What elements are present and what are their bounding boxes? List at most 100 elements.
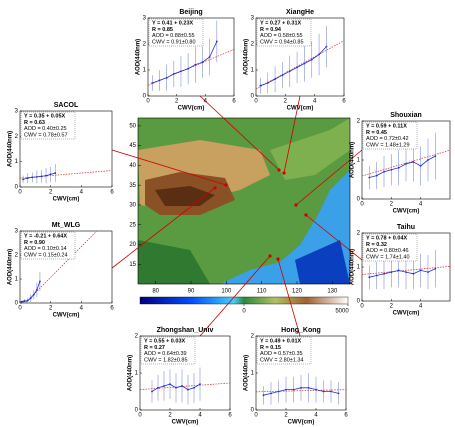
data-point bbox=[293, 389, 295, 391]
data-point bbox=[383, 171, 385, 173]
y-tick-label: 2 bbox=[143, 42, 147, 48]
annotation: Y = 0.59 + 0.11X bbox=[366, 123, 407, 129]
x-axis-label: CWV(cm) bbox=[287, 106, 314, 112]
x-axis-label: CWV(cm) bbox=[178, 106, 205, 112]
x-tick-label: 4 bbox=[419, 202, 423, 208]
x-tick-label: 0 bbox=[18, 306, 22, 312]
data-point bbox=[33, 294, 35, 296]
x-tick-label: 2 bbox=[284, 413, 288, 419]
y-tick-label: 1 bbox=[357, 158, 361, 164]
data-point bbox=[434, 155, 436, 157]
annotation: Y = -0.21 + 0.64X bbox=[24, 233, 67, 239]
data-point bbox=[304, 63, 306, 65]
data-point bbox=[260, 85, 262, 87]
data-point bbox=[398, 270, 400, 272]
x-tick-label: 2 bbox=[390, 304, 394, 310]
annotation: AOD = 0.80±0.46 bbox=[366, 248, 409, 254]
y-axis-label: AOD(440nm) bbox=[350, 142, 356, 178]
y-tick-label: 40 bbox=[129, 163, 136, 169]
data-point bbox=[24, 300, 26, 302]
plot-title: XiangHe bbox=[286, 9, 314, 16]
y-tick-label: 45 bbox=[129, 143, 136, 149]
x-tick-label: 4 bbox=[204, 99, 208, 105]
y-tick-label: 25 bbox=[129, 222, 136, 228]
data-point bbox=[405, 271, 407, 273]
data-point bbox=[326, 46, 328, 48]
y-axis-label: AOD(440nm) bbox=[244, 39, 250, 75]
x-tick-label: 90 bbox=[188, 289, 195, 295]
y-tick-label: 2 bbox=[251, 334, 255, 340]
data-point bbox=[270, 392, 272, 394]
data-point bbox=[54, 172, 56, 174]
annotation: AOD = 0.72±0.42 bbox=[366, 136, 409, 142]
x-tick-label: 120 bbox=[292, 289, 303, 295]
x-tick-label: 6 bbox=[228, 413, 232, 419]
plot-title: Hong_Kong bbox=[281, 327, 321, 334]
x-tick-label: 0 bbox=[254, 99, 258, 105]
data-point bbox=[22, 301, 24, 303]
site-marker bbox=[268, 254, 271, 257]
x-tick-label: 2 bbox=[49, 190, 53, 196]
y-tick-label: 1 bbox=[251, 371, 255, 377]
y-tick-label: 2 bbox=[357, 119, 361, 125]
x-tick-label: 2 bbox=[168, 413, 172, 419]
data-point bbox=[420, 270, 422, 272]
annotation: R = 0.45 bbox=[366, 130, 387, 136]
data-point bbox=[383, 273, 385, 275]
y-tick-label: 15 bbox=[129, 262, 136, 268]
x-tick-label: 4 bbox=[80, 306, 84, 312]
data-point bbox=[22, 179, 24, 181]
x-tick-label: 2 bbox=[175, 99, 179, 105]
data-point bbox=[285, 389, 287, 391]
x-tick-label: 0 bbox=[146, 99, 150, 105]
data-point bbox=[21, 301, 23, 303]
annotation: Y = 0.78 + 0.04X bbox=[366, 235, 408, 241]
plot-title: Shouxian bbox=[390, 112, 422, 119]
annotation: R = 0.85 bbox=[152, 27, 173, 33]
y-tick-label: 2 bbox=[15, 134, 19, 140]
x-tick-label: 6 bbox=[110, 190, 114, 196]
data-point bbox=[434, 268, 436, 270]
data-point bbox=[398, 167, 400, 169]
annotation: R = 0.27 bbox=[144, 345, 165, 351]
plot-title: SACOL bbox=[54, 102, 79, 109]
y-tick-label: 2 bbox=[15, 253, 19, 259]
y-tick-label: 1 bbox=[15, 159, 19, 165]
x-axis-label: CWV(cm) bbox=[53, 197, 80, 203]
site-marker bbox=[213, 186, 216, 189]
x-tick-label: 4 bbox=[419, 304, 423, 310]
site-marker bbox=[224, 183, 227, 186]
data-point bbox=[181, 385, 183, 387]
annotation: CWV = 1.48±1.29 bbox=[366, 142, 410, 148]
map-image bbox=[138, 118, 350, 284]
annotation: R = 0.94 bbox=[260, 27, 282, 33]
data-point bbox=[173, 73, 175, 75]
y-axis-label: AOD(440nm) bbox=[8, 249, 14, 285]
y-axis-label: AOD(440nm) bbox=[128, 355, 134, 391]
data-point bbox=[36, 289, 38, 291]
x-tick-label: 4 bbox=[198, 413, 202, 419]
y-tick-label: 30 bbox=[129, 203, 136, 209]
data-point bbox=[27, 300, 29, 302]
y-tick-label: 1 bbox=[143, 68, 147, 74]
colorbar bbox=[140, 297, 348, 304]
x-tick-label: 6 bbox=[344, 413, 348, 419]
data-point bbox=[39, 281, 41, 283]
x-tick-label: 110 bbox=[257, 289, 267, 295]
data-point bbox=[166, 77, 168, 79]
annotation: R = 0.63 bbox=[24, 120, 45, 126]
y-tick-label: 3 bbox=[251, 16, 255, 22]
annotation: CWV = 0.91±0.80 bbox=[152, 39, 196, 45]
annotation: AOD = 0.57±0.35 bbox=[260, 351, 303, 357]
data-point bbox=[36, 176, 38, 178]
data-point bbox=[282, 74, 284, 76]
data-point bbox=[289, 70, 291, 72]
data-point bbox=[31, 176, 33, 178]
annotation: CWV = 0.78±0.57 bbox=[24, 132, 68, 138]
x-tick-label: 4 bbox=[80, 190, 84, 196]
y-axis-label: AOD(440nm) bbox=[244, 355, 250, 391]
x-tick-label: 0 bbox=[254, 413, 258, 419]
data-point bbox=[368, 177, 370, 179]
annotation: Y = 0.41 + 0.23X bbox=[152, 20, 194, 26]
x-tick-label: 6 bbox=[342, 99, 346, 105]
